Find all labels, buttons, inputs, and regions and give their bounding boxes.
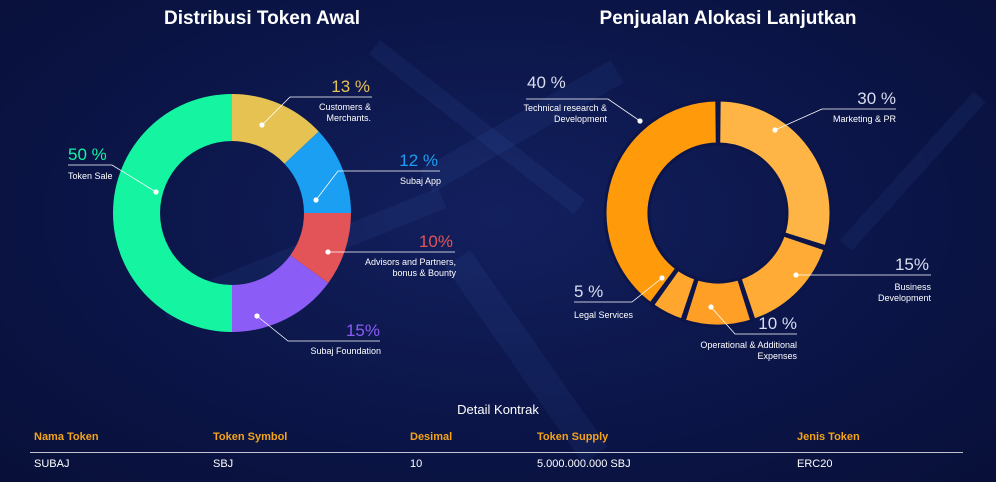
- cell-decimals: 10: [410, 458, 423, 470]
- header-token-symbol: Token Symbol: [213, 431, 288, 443]
- category-label: Advisors and Partners,: [365, 257, 456, 267]
- value-label: 10 %: [758, 314, 797, 333]
- leader-line: [774, 108, 896, 131]
- donut-segment: [738, 233, 827, 322]
- leader-dot: [254, 313, 260, 319]
- value-label: 10%: [419, 232, 453, 251]
- donut-charts: 13 % Customers &Merchants. 12 % Subaj App 10…: [68, 73, 932, 361]
- value-label: 30 %: [857, 89, 896, 108]
- category-label: Token Sale: [68, 171, 113, 181]
- contract-table-divider: [30, 452, 963, 453]
- category-label: Expenses: [757, 351, 797, 361]
- category-label: Technical research &: [523, 103, 607, 113]
- category-label: Operational & Additional: [700, 340, 797, 350]
- category-label: Legal Services: [574, 310, 634, 320]
- donut-segment: [717, 98, 833, 249]
- table-row: SUBAJ SBJ 10 5.000.000.000 SBJ ERC20: [0, 458, 996, 478]
- leader-line: [315, 170, 440, 201]
- cell-token-name: SUBAJ: [34, 458, 70, 470]
- cell-token-supply: 5.000.000.000 SBJ: [537, 458, 631, 470]
- value-label: 5 %: [574, 282, 603, 301]
- chart-title-distribusi: Distribusi Token Awal: [163, 8, 361, 29]
- value-label: 15%: [346, 321, 380, 340]
- leader-dot: [153, 189, 159, 195]
- category-label: Customers &: [319, 102, 371, 112]
- value-label: 13 %: [331, 77, 370, 96]
- leader-line: [574, 277, 663, 303]
- category-label: Subaj App: [400, 176, 441, 186]
- leader-line: [256, 315, 380, 342]
- header-token-supply: Token Supply: [537, 431, 609, 443]
- category-label: Marketing & PR: [833, 114, 897, 124]
- contract-table-header: Nama Token Token Symbol Desimal Token Su…: [0, 431, 996, 451]
- value-label: 50 %: [68, 145, 107, 164]
- cell-token-symbol: SBJ: [213, 458, 234, 470]
- category-label: Development: [554, 114, 608, 124]
- leader-line: [261, 96, 372, 126]
- category-label: Business: [894, 282, 931, 292]
- value-label: 15%: [895, 255, 929, 274]
- category-label: bonus & Bounty: [392, 268, 456, 278]
- header-token-type: Jenis Token: [797, 431, 860, 443]
- leader-dot: [313, 197, 319, 203]
- leader-dot: [793, 272, 799, 278]
- category-label: Merchants.: [326, 113, 371, 123]
- header-token-name: Nama Token: [34, 431, 99, 443]
- donut-segment: [284, 131, 351, 213]
- donut-segment: [113, 94, 232, 332]
- category-label: Subaj Foundation: [310, 346, 381, 356]
- leader-line: [68, 164, 157, 193]
- header-decimals: Desimal: [410, 431, 453, 443]
- donut-segment: [290, 213, 351, 283]
- leader-dot: [659, 275, 665, 281]
- value-label: 12 %: [399, 151, 438, 170]
- leader-dot: [637, 118, 643, 124]
- donut-segment: [682, 276, 754, 328]
- leader-dot: [325, 249, 331, 255]
- donut-segment: [603, 98, 719, 306]
- donut-segment: [232, 94, 319, 164]
- leader-dot: [708, 304, 714, 310]
- donut-segment: [232, 255, 329, 332]
- category-label: Development: [878, 293, 932, 303]
- leader-dot: [259, 122, 265, 128]
- leader-dot: [772, 127, 778, 133]
- leader-line: [526, 98, 641, 122]
- chart-title-penjualan: Penjualan Alokasi Lanjutkan: [599, 8, 857, 29]
- value-label: 40 %: [527, 73, 566, 92]
- leader-line: [710, 306, 797, 335]
- cell-token-type: ERC20: [797, 458, 833, 470]
- contract-details-title: Detail Kontrak: [457, 402, 539, 417]
